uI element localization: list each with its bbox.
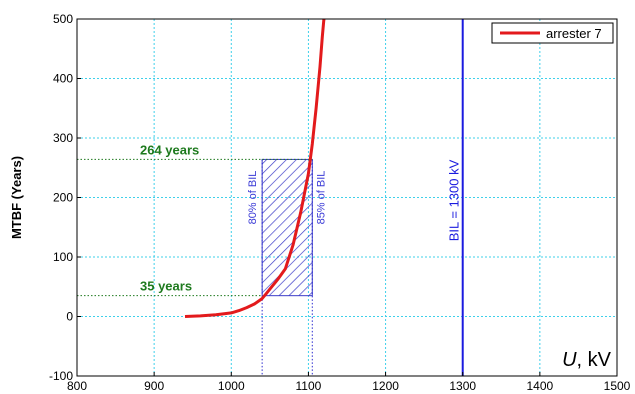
- y-tick-label: 100: [53, 250, 73, 264]
- x-axis-label: U, kV: [562, 349, 612, 371]
- x-tick-label: 900: [144, 379, 164, 393]
- x-tick-label: 1100: [296, 379, 322, 393]
- x-tick-label: 1000: [218, 379, 245, 393]
- x-tick-label: 800: [67, 379, 87, 393]
- labels: 80% of BIL 85% of BIL 264 years 35 years BIL…: [140, 22, 614, 294]
- y-tick-label: -100: [49, 369, 73, 383]
- x-axis-label-symbol: U: [562, 349, 577, 371]
- y-tick-label: 200: [53, 191, 73, 205]
- y-tick-label: 0: [66, 310, 73, 324]
- vertical-marker-label: 85% of BIL: [315, 171, 327, 225]
- horizontal-marker-label: 264 years: [140, 142, 199, 157]
- series-layer: [184, 19, 326, 318]
- legend-label: arrester 7: [546, 26, 602, 41]
- x-tick-label: 1200: [372, 379, 399, 393]
- x-axis-label-unit: , kV: [577, 349, 612, 371]
- y-axis-label: MTBF (Years): [9, 156, 24, 239]
- axes: -100 0 100 200 300 400 500 800 900 1000 1100 1200 13…: [9, 12, 631, 393]
- series-line: [184, 19, 326, 318]
- grid: [76, 18, 618, 377]
- y-tick-label: 400: [53, 72, 73, 86]
- x-tick-label: 1400: [527, 379, 554, 393]
- vertical-marker-label: 80% of BIL: [247, 171, 259, 225]
- legend-box: [491, 22, 614, 44]
- x-tick-label: 1300: [449, 379, 476, 393]
- horizontal-marker-label: 35 years: [140, 279, 192, 294]
- y-tick-label: 300: [53, 131, 73, 145]
- hatched-region: [261, 158, 313, 297]
- bil-label: BIL = 1300 kV: [447, 159, 462, 241]
- legend: arrester 7: [491, 22, 614, 44]
- markers: [77, 19, 464, 376]
- x-tick-label: 1500: [604, 379, 631, 393]
- y-tick-label: 500: [53, 12, 73, 26]
